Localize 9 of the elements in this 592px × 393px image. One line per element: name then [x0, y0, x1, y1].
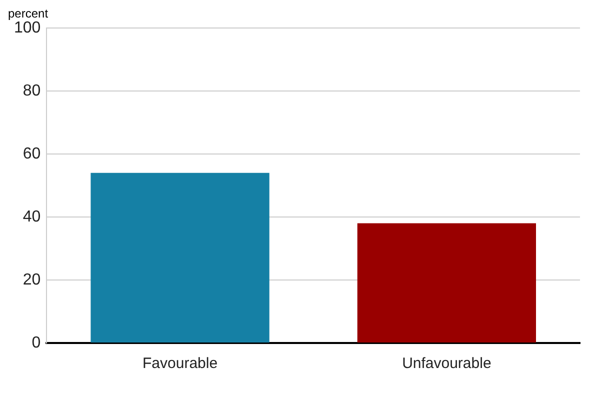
x-tick-label: Unfavourable — [402, 355, 492, 372]
y-tick-label: 20 — [22, 271, 41, 288]
y-tick-label: 80 — [22, 82, 41, 100]
y-tick-label: 0 — [32, 334, 41, 352]
y-axis-title: percent — [8, 6, 49, 20]
y-tick-label: 100 — [14, 19, 41, 36]
x-tick-label: Favourable — [142, 355, 218, 372]
y-tick-label: 40 — [22, 208, 41, 226]
y-tick-label: 60 — [22, 145, 41, 162]
